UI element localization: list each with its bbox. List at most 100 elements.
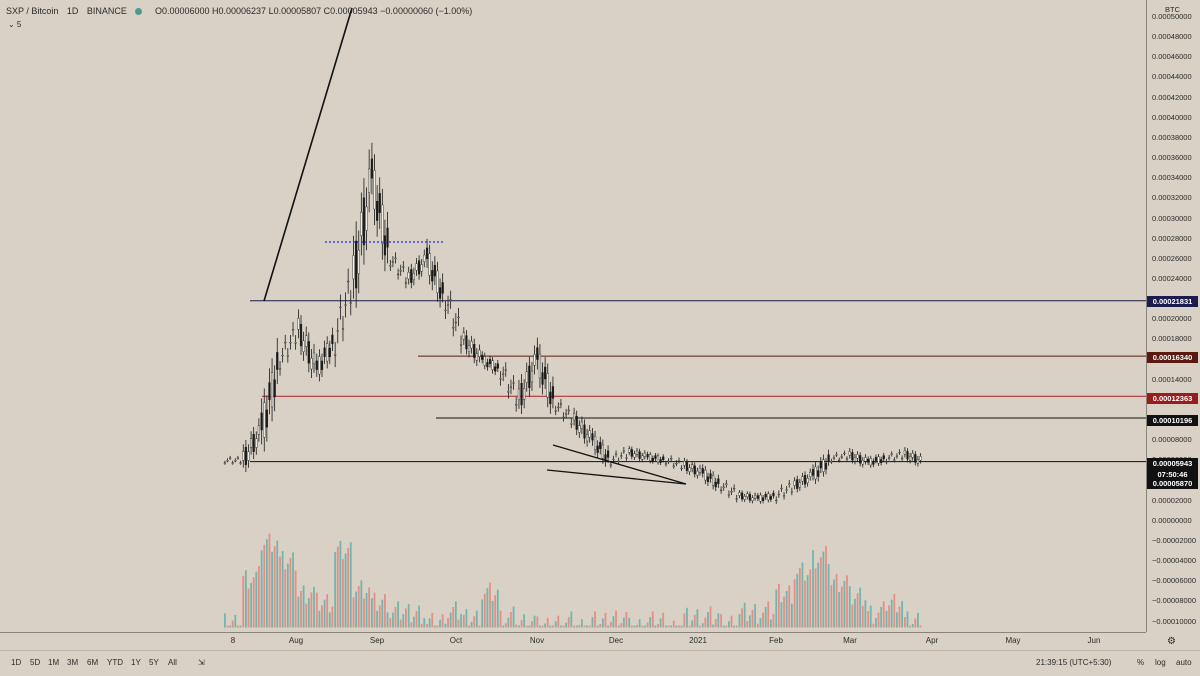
volume-bar [454, 601, 457, 628]
range-button[interactable]: YTD [107, 658, 123, 667]
volume-bar [565, 622, 568, 628]
volume-bar [725, 625, 728, 628]
range-button[interactable]: All [168, 658, 177, 667]
candle-body [672, 465, 675, 467]
date-range-icon[interactable]: ⇲ [198, 658, 205, 667]
volume-bar [604, 612, 607, 628]
candle-body [919, 456, 922, 461]
candle-body [376, 201, 379, 221]
candle-body [761, 497, 765, 501]
candle-body [415, 263, 418, 271]
volume-bar [756, 623, 759, 628]
candle-body [481, 354, 484, 360]
volume-bar [297, 596, 300, 628]
volume-bar [336, 546, 339, 628]
volume-bar [549, 625, 552, 628]
range-button[interactable]: 1D [11, 658, 22, 667]
volume-bar [257, 566, 260, 628]
time-axis-label: Aug [288, 636, 304, 645]
volume-bar [281, 550, 284, 628]
candle-body [467, 344, 471, 353]
volume-bar [909, 625, 911, 628]
candle-body [698, 467, 702, 473]
range-button[interactable]: 6M [87, 658, 99, 667]
percent-toggle[interactable]: % [1137, 658, 1145, 667]
candle-body [273, 379, 276, 398]
volume-bar [583, 625, 586, 628]
price-scale-label: 0.00048000 [1152, 32, 1192, 42]
range-button[interactable]: 5D [30, 658, 41, 667]
candle-body [809, 472, 812, 478]
price-tag: 0.00021831 [1147, 296, 1198, 307]
symbol-title[interactable]: SXP / Bitcoin 1D BINANCE O0.00006000 H0.… [6, 6, 472, 16]
auto-toggle[interactable]: auto [1176, 658, 1192, 667]
volume-bar [806, 575, 809, 628]
candle-body [509, 386, 513, 388]
candle-body [830, 461, 833, 463]
indicator-toggle[interactable]: ⌄ 5 [8, 20, 22, 29]
volume-bar [735, 625, 738, 628]
chart-area[interactable] [0, 0, 1146, 632]
price-scale-label: 0.00002000 [1152, 495, 1192, 505]
volume-bar [475, 610, 478, 628]
candle-body [635, 450, 639, 455]
candle-body [888, 457, 891, 459]
time-axis[interactable] [0, 632, 1146, 651]
volume-bar [394, 606, 397, 628]
candle-body [339, 306, 342, 309]
candle-body [446, 304, 450, 306]
volume-bar [646, 622, 649, 628]
candle-body [882, 455, 885, 460]
candle-body [244, 447, 247, 465]
volume-bar [489, 582, 491, 628]
settings-icon[interactable]: ⚙ [1167, 636, 1176, 647]
volume-bar [373, 592, 376, 628]
time-axis-label: Jun [1087, 636, 1101, 645]
candle-body [473, 344, 476, 358]
volume-bar [567, 617, 570, 628]
time-axis-label: Mar [843, 636, 857, 645]
volume-bar [830, 585, 833, 628]
range-button[interactable]: 5Y [149, 658, 159, 667]
volume-bar [659, 618, 662, 628]
candle-body [751, 497, 754, 501]
log-toggle[interactable]: log [1155, 658, 1166, 667]
volume-bar [449, 612, 452, 628]
price-scale[interactable] [1146, 0, 1200, 632]
candle-body [651, 457, 654, 462]
volume-bar [617, 625, 620, 628]
volume-bar [917, 612, 919, 628]
range-button[interactable]: 1M [48, 658, 60, 667]
range-button[interactable]: 1Y [131, 658, 141, 667]
candle-body [788, 483, 791, 485]
candle-body [712, 475, 715, 486]
volume-bar [746, 620, 749, 628]
candle-body [606, 450, 610, 458]
volume-bar [651, 611, 654, 628]
candle-body [307, 341, 310, 364]
volume-bar [775, 589, 778, 628]
volume-bar [302, 585, 305, 628]
candle-body [580, 421, 583, 429]
price-chart[interactable] [0, 0, 1146, 632]
volume-bar [252, 577, 255, 628]
candle-body [499, 378, 502, 380]
candle-body [486, 362, 489, 368]
candle-body [814, 466, 817, 480]
candle-body [504, 369, 507, 371]
candle-body [880, 459, 883, 463]
volume-bar [381, 599, 384, 628]
candle-body [360, 211, 363, 236]
range-button[interactable]: 3M [67, 658, 79, 667]
candle-body [536, 347, 539, 360]
volume-bar [688, 625, 691, 628]
volume-bar [788, 585, 791, 628]
volume-bar [533, 615, 536, 628]
candle-body [278, 368, 282, 370]
candle-body [588, 430, 591, 438]
candle-body [459, 344, 463, 346]
candle-body [796, 479, 799, 489]
volume-bar [901, 601, 904, 628]
candle-body [714, 481, 717, 488]
volume-bar [389, 618, 392, 628]
